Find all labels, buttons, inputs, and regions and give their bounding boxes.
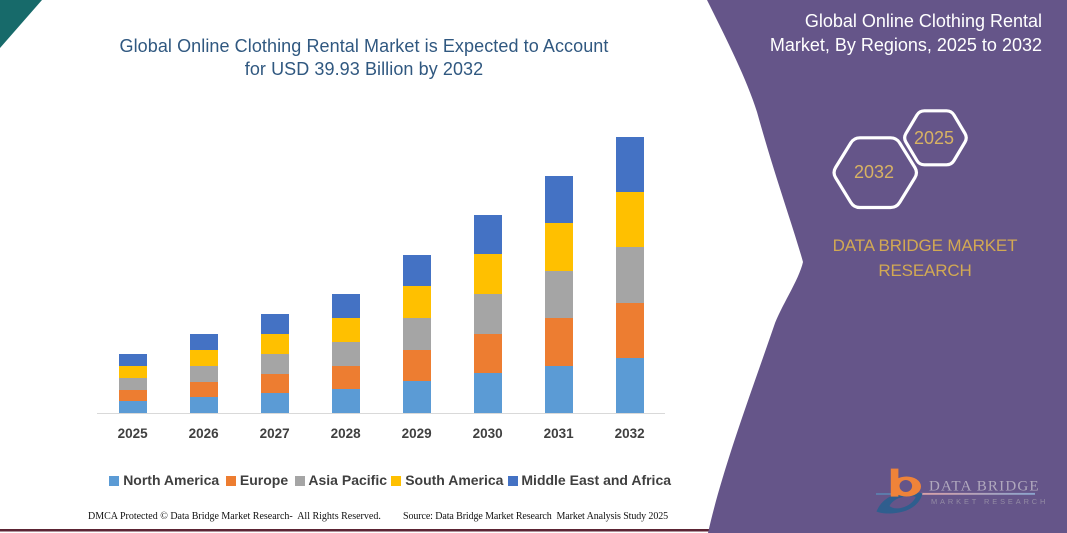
svg-text:DATA BRIDGE: DATA BRIDGE: [929, 479, 1040, 495]
svg-text:MARKET RESEARCH: MARKET RESEARCH: [931, 497, 1048, 506]
